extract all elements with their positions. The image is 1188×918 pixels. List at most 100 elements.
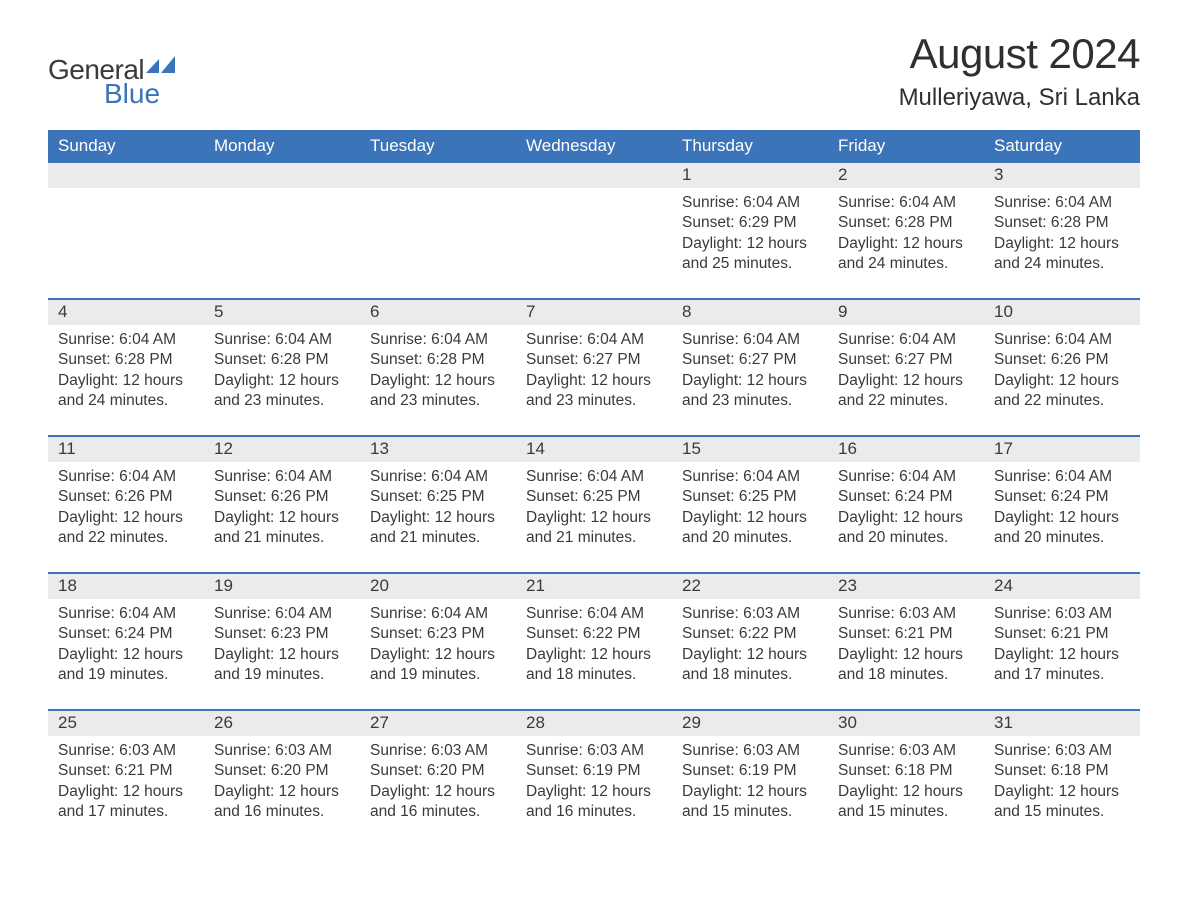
daylight-text-2: and 24 minutes. xyxy=(994,254,1130,274)
sunrise-text: Sunrise: 6:04 AM xyxy=(994,330,1130,350)
day-number: 27 xyxy=(360,711,516,736)
day-cell: Sunrise: 6:04 AMSunset: 6:22 PMDaylight:… xyxy=(516,599,672,695)
daylight-text-2: and 19 minutes. xyxy=(58,665,194,685)
sunrise-text: Sunrise: 6:04 AM xyxy=(838,330,974,350)
day-cell: Sunrise: 6:03 AMSunset: 6:21 PMDaylight:… xyxy=(828,599,984,695)
calendar-grid: Sunday Monday Tuesday Wednesday Thursday… xyxy=(48,130,1140,832)
sunrise-text: Sunrise: 6:03 AM xyxy=(58,741,194,761)
sunset-text: Sunset: 6:21 PM xyxy=(838,624,974,644)
day-cell: Sunrise: 6:04 AMSunset: 6:28 PMDaylight:… xyxy=(984,188,1140,284)
sunset-text: Sunset: 6:27 PM xyxy=(838,350,974,370)
sunrise-text: Sunrise: 6:03 AM xyxy=(994,604,1130,624)
day-cell: Sunrise: 6:04 AMSunset: 6:26 PMDaylight:… xyxy=(48,462,204,558)
daylight-text-2: and 23 minutes. xyxy=(370,391,506,411)
day-cell: Sunrise: 6:04 AMSunset: 6:27 PMDaylight:… xyxy=(828,325,984,421)
day-number: 1 xyxy=(672,163,828,188)
daylight-text-1: Daylight: 12 hours xyxy=(994,371,1130,391)
day-number: 12 xyxy=(204,437,360,462)
sunset-text: Sunset: 6:28 PM xyxy=(58,350,194,370)
daylight-text-1: Daylight: 12 hours xyxy=(994,234,1130,254)
day-cell xyxy=(48,188,204,284)
sunrise-text: Sunrise: 6:04 AM xyxy=(58,330,194,350)
daylight-text-2: and 20 minutes. xyxy=(994,528,1130,548)
weekday-header: Monday xyxy=(204,130,360,163)
sunset-text: Sunset: 6:22 PM xyxy=(526,624,662,644)
day-cell: Sunrise: 6:04 AMSunset: 6:24 PMDaylight:… xyxy=(48,599,204,695)
month-title: August 2024 xyxy=(899,30,1140,78)
sunrise-text: Sunrise: 6:04 AM xyxy=(838,467,974,487)
sunrise-text: Sunrise: 6:03 AM xyxy=(994,741,1130,761)
daylight-text-1: Daylight: 12 hours xyxy=(214,371,350,391)
day-number: 22 xyxy=(672,574,828,599)
sunset-text: Sunset: 6:20 PM xyxy=(370,761,506,781)
weekday-header: Tuesday xyxy=(360,130,516,163)
daylight-text-1: Daylight: 12 hours xyxy=(526,645,662,665)
day-number: 25 xyxy=(48,711,204,736)
daylight-text-2: and 16 minutes. xyxy=(214,802,350,822)
sunrise-text: Sunrise: 6:04 AM xyxy=(214,467,350,487)
sunrise-text: Sunrise: 6:03 AM xyxy=(838,741,974,761)
sunset-text: Sunset: 6:27 PM xyxy=(682,350,818,370)
day-number-row: 25262728293031 xyxy=(48,711,1140,736)
daylight-text-1: Daylight: 12 hours xyxy=(370,645,506,665)
daylight-text-1: Daylight: 12 hours xyxy=(838,371,974,391)
daylight-text-2: and 22 minutes. xyxy=(58,528,194,548)
daylight-text-2: and 23 minutes. xyxy=(682,391,818,411)
daylight-text-1: Daylight: 12 hours xyxy=(526,371,662,391)
weekday-header: Friday xyxy=(828,130,984,163)
sunrise-text: Sunrise: 6:04 AM xyxy=(682,330,818,350)
calendar-week: 123Sunrise: 6:04 AMSunset: 6:29 PMDaylig… xyxy=(48,163,1140,284)
sunrise-text: Sunrise: 6:04 AM xyxy=(994,193,1130,213)
daylight-text-1: Daylight: 12 hours xyxy=(58,371,194,391)
day-number xyxy=(48,163,204,188)
day-number-row: 123 xyxy=(48,163,1140,188)
daylight-text-2: and 18 minutes. xyxy=(526,665,662,685)
daylight-text-1: Daylight: 12 hours xyxy=(58,645,194,665)
daylight-text-2: and 24 minutes. xyxy=(838,254,974,274)
sunset-text: Sunset: 6:28 PM xyxy=(370,350,506,370)
day-number: 11 xyxy=(48,437,204,462)
daylight-text-2: and 18 minutes. xyxy=(682,665,818,685)
daylight-text-1: Daylight: 12 hours xyxy=(370,371,506,391)
daylight-text-1: Daylight: 12 hours xyxy=(682,371,818,391)
daylight-text-2: and 20 minutes. xyxy=(838,528,974,548)
day-cell: Sunrise: 6:04 AMSunset: 6:27 PMDaylight:… xyxy=(672,325,828,421)
day-cell: Sunrise: 6:04 AMSunset: 6:25 PMDaylight:… xyxy=(360,462,516,558)
daylight-text-2: and 20 minutes. xyxy=(682,528,818,548)
day-cell: Sunrise: 6:04 AMSunset: 6:28 PMDaylight:… xyxy=(204,325,360,421)
sunrise-text: Sunrise: 6:03 AM xyxy=(526,741,662,761)
day-cell: Sunrise: 6:04 AMSunset: 6:23 PMDaylight:… xyxy=(204,599,360,695)
sunset-text: Sunset: 6:23 PM xyxy=(214,624,350,644)
day-number: 10 xyxy=(984,300,1140,325)
daylight-text-1: Daylight: 12 hours xyxy=(526,508,662,528)
daylight-text-1: Daylight: 12 hours xyxy=(838,782,974,802)
daylight-text-2: and 24 minutes. xyxy=(58,391,194,411)
day-cell: Sunrise: 6:04 AMSunset: 6:27 PMDaylight:… xyxy=(516,325,672,421)
day-cell: Sunrise: 6:03 AMSunset: 6:20 PMDaylight:… xyxy=(204,736,360,832)
logo: General Blue xyxy=(48,30,176,108)
day-cell: Sunrise: 6:04 AMSunset: 6:28 PMDaylight:… xyxy=(360,325,516,421)
daylight-text-1: Daylight: 12 hours xyxy=(994,782,1130,802)
sunset-text: Sunset: 6:28 PM xyxy=(214,350,350,370)
sunrise-text: Sunrise: 6:03 AM xyxy=(370,741,506,761)
daylight-text-1: Daylight: 12 hours xyxy=(58,508,194,528)
day-number: 14 xyxy=(516,437,672,462)
day-number: 18 xyxy=(48,574,204,599)
day-cell: Sunrise: 6:03 AMSunset: 6:19 PMDaylight:… xyxy=(672,736,828,832)
daylight-text-1: Daylight: 12 hours xyxy=(838,508,974,528)
daylight-text-2: and 15 minutes. xyxy=(838,802,974,822)
sunset-text: Sunset: 6:28 PM xyxy=(994,213,1130,233)
day-number: 13 xyxy=(360,437,516,462)
sunrise-text: Sunrise: 6:04 AM xyxy=(370,330,506,350)
day-number: 17 xyxy=(984,437,1140,462)
day-number: 16 xyxy=(828,437,984,462)
daylight-text-2: and 22 minutes. xyxy=(838,391,974,411)
daylight-text-2: and 19 minutes. xyxy=(214,665,350,685)
day-number: 7 xyxy=(516,300,672,325)
title-block: August 2024 Mulleriyawa, Sri Lanka xyxy=(899,30,1140,112)
daylight-text-1: Daylight: 12 hours xyxy=(214,508,350,528)
day-cell: Sunrise: 6:03 AMSunset: 6:21 PMDaylight:… xyxy=(48,736,204,832)
weekday-header-row: Sunday Monday Tuesday Wednesday Thursday… xyxy=(48,130,1140,163)
day-cell: Sunrise: 6:04 AMSunset: 6:28 PMDaylight:… xyxy=(48,325,204,421)
calendar-week: 45678910Sunrise: 6:04 AMSunset: 6:28 PMD… xyxy=(48,298,1140,421)
